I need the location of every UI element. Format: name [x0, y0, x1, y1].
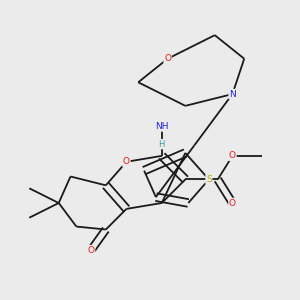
Text: NH: NH [155, 122, 169, 131]
Text: O: O [123, 157, 130, 166]
Text: O: O [164, 54, 171, 63]
Text: H: H [159, 140, 165, 148]
Text: N: N [229, 90, 236, 99]
Text: O: O [229, 199, 236, 208]
Text: O: O [229, 152, 236, 160]
Text: O: O [88, 246, 94, 255]
Text: S: S [206, 175, 212, 184]
